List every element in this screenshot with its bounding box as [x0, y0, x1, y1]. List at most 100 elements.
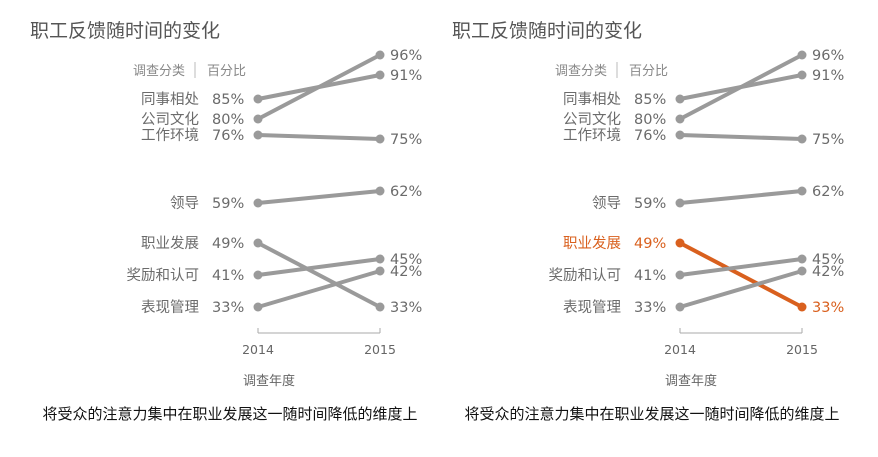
- value-label-2015-3: 62%: [812, 184, 844, 200]
- header-category: 调查分类: [555, 64, 607, 79]
- x-tick-label-2015: 2015: [364, 342, 396, 357]
- value-label-2015-5: 45%: [390, 252, 422, 268]
- series-line-6: [256, 269, 382, 309]
- category-label-1: 公司文化: [563, 111, 621, 128]
- value-label-2014-3: 59%: [212, 196, 244, 212]
- category-label-1: 公司文化: [141, 111, 199, 128]
- point-2015-6: [375, 266, 385, 276]
- point-2015-5: [375, 254, 385, 264]
- x-tick-label-2014: 2014: [242, 342, 274, 357]
- category-label-2: 工作环境: [563, 126, 621, 144]
- point-2014-1: [675, 114, 685, 124]
- value-label-2015-5: 45%: [812, 252, 844, 268]
- value-label-2014-3: 59%: [634, 196, 666, 212]
- x-tick-label-2015: 2015: [786, 342, 818, 357]
- value-label-2014-1: 80%: [634, 112, 666, 128]
- series-line-3: [256, 189, 382, 205]
- point-2014-3: [253, 198, 263, 208]
- category-label-4: 职业发展: [563, 235, 621, 252]
- header-percent: 百分比: [207, 64, 246, 79]
- caption-left: 将受众的注意力集中在职业发展这一随时间降低的维度上: [42, 405, 418, 423]
- series-line-4: [256, 241, 382, 309]
- point-2015-0: [797, 70, 807, 80]
- caption-right: 将受众的注意力集中在职业发展这一随时间降低的维度上: [464, 405, 840, 423]
- value-label-2014-2: 76%: [634, 128, 666, 144]
- series-line-5: [256, 257, 382, 277]
- value-label-2015-6: 42%: [812, 264, 844, 280]
- category-label-3: 领导: [592, 195, 621, 212]
- value-label-2015-6: 42%: [390, 264, 422, 280]
- series-line-6: [678, 269, 804, 309]
- value-label-2015-3: 62%: [390, 184, 422, 200]
- point-2014-5: [675, 270, 685, 280]
- category-label-0: 同事相处: [141, 91, 199, 108]
- point-2015-5: [797, 254, 807, 264]
- value-label-2014-0: 85%: [212, 92, 244, 108]
- point-2014-4: [675, 238, 685, 248]
- series-line-1: [256, 53, 382, 121]
- point-2015-3: [797, 186, 807, 196]
- x-axis-label: 调查年度: [243, 373, 295, 389]
- value-label-2015-4: 33%: [812, 300, 844, 316]
- point-2015-1: [375, 50, 385, 60]
- category-label-6: 表现管理: [563, 299, 621, 316]
- point-2014-6: [675, 302, 685, 312]
- category-label-2: 工作环境: [141, 126, 199, 144]
- series-line-3: [678, 189, 804, 205]
- point-2014-1: [253, 114, 263, 124]
- value-label-2014-4: 49%: [212, 236, 244, 252]
- category-label-4: 职业发展: [141, 235, 199, 252]
- value-label-2014-6: 33%: [634, 300, 666, 316]
- series-line-2: [678, 133, 804, 141]
- point-2015-2: [375, 134, 385, 144]
- value-label-2014-1: 80%: [212, 112, 244, 128]
- category-label-6: 表现管理: [141, 299, 199, 316]
- value-label-2015-0: 91%: [812, 68, 844, 84]
- category-label-0: 同事相处: [563, 91, 621, 108]
- point-2015-0: [375, 70, 385, 80]
- point-2015-3: [375, 186, 385, 196]
- chart-panel-right: 职工反馈随时间的变化调查分类 百分比 同事相处 85% 91% 公司文化 80% 96% 工作环…: [432, 0, 862, 457]
- header-category: 调查分类: [133, 64, 185, 79]
- series-line-4: [678, 241, 804, 309]
- value-label-2014-0: 85%: [634, 92, 666, 108]
- point-2014-2: [253, 130, 263, 140]
- point-2015-4: [797, 302, 807, 312]
- value-label-2015-2: 75%: [812, 132, 844, 148]
- category-label-5: 奖励和认可: [127, 267, 200, 284]
- point-2014-0: [253, 94, 263, 104]
- point-2014-0: [675, 94, 685, 104]
- value-label-2015-1: 96%: [812, 48, 844, 64]
- category-label-3: 领导: [170, 195, 199, 212]
- header-percent: 百分比: [629, 64, 668, 79]
- point-2014-3: [675, 198, 685, 208]
- value-label-2015-0: 91%: [390, 68, 422, 84]
- point-2015-2: [797, 134, 807, 144]
- value-label-2014-4: 49%: [634, 236, 666, 252]
- point-2014-2: [675, 130, 685, 140]
- x-tick-label-2014: 2014: [664, 342, 696, 357]
- value-label-2015-4: 33%: [390, 300, 422, 316]
- value-label-2014-6: 33%: [212, 300, 244, 316]
- series-line-2: [256, 133, 382, 141]
- point-2015-4: [375, 302, 385, 312]
- value-label-2014-5: 41%: [212, 268, 244, 284]
- value-label-2014-5: 41%: [634, 268, 666, 284]
- chart-title: 职工反馈随时间的变化: [30, 20, 220, 42]
- value-label-2015-2: 75%: [390, 132, 422, 148]
- value-label-2014-2: 76%: [212, 128, 244, 144]
- point-2014-6: [253, 302, 263, 312]
- chart-panel-left: 职工反馈随时间的变化调查分类 百分比 同事相处 85% 91% 公司文化 80% 96% 工作环…: [10, 0, 440, 457]
- point-2015-1: [797, 50, 807, 60]
- value-label-2015-1: 96%: [390, 48, 422, 64]
- series-line-5: [678, 257, 804, 277]
- series-line-1: [678, 53, 804, 121]
- point-2014-5: [253, 270, 263, 280]
- x-axis-label: 调查年度: [665, 373, 717, 389]
- point-2015-6: [797, 266, 807, 276]
- category-label-5: 奖励和认可: [549, 267, 622, 284]
- chart-title: 职工反馈随时间的变化: [452, 20, 642, 42]
- point-2014-4: [253, 238, 263, 248]
